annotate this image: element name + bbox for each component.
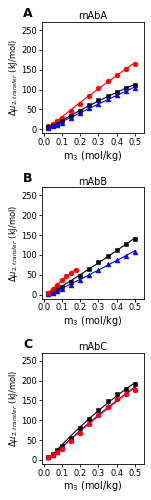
Text: B: B (23, 172, 33, 186)
Text: C: C (23, 338, 32, 350)
Text: A: A (23, 7, 33, 20)
Y-axis label: $\Delta\mu_{2,transfer}$ (kJ/mol): $\Delta\mu_{2,transfer}$ (kJ/mol) (7, 204, 20, 282)
Y-axis label: $\Delta\mu_{2,transfer}$ (kJ/mol): $\Delta\mu_{2,transfer}$ (kJ/mol) (7, 39, 20, 117)
X-axis label: m$_3$ (mol/kg): m$_3$ (mol/kg) (63, 314, 123, 328)
Title: mAbB: mAbB (78, 176, 108, 186)
Title: mAbC: mAbC (78, 342, 108, 352)
Y-axis label: $\Delta\mu_{2,transfer}$ (kJ/mol): $\Delta\mu_{2,transfer}$ (kJ/mol) (7, 370, 20, 447)
X-axis label: m$_3$ (mol/kg): m$_3$ (mol/kg) (63, 479, 123, 493)
Title: mAbA: mAbA (78, 12, 107, 22)
X-axis label: m$_3$ (mol/kg): m$_3$ (mol/kg) (63, 148, 123, 162)
